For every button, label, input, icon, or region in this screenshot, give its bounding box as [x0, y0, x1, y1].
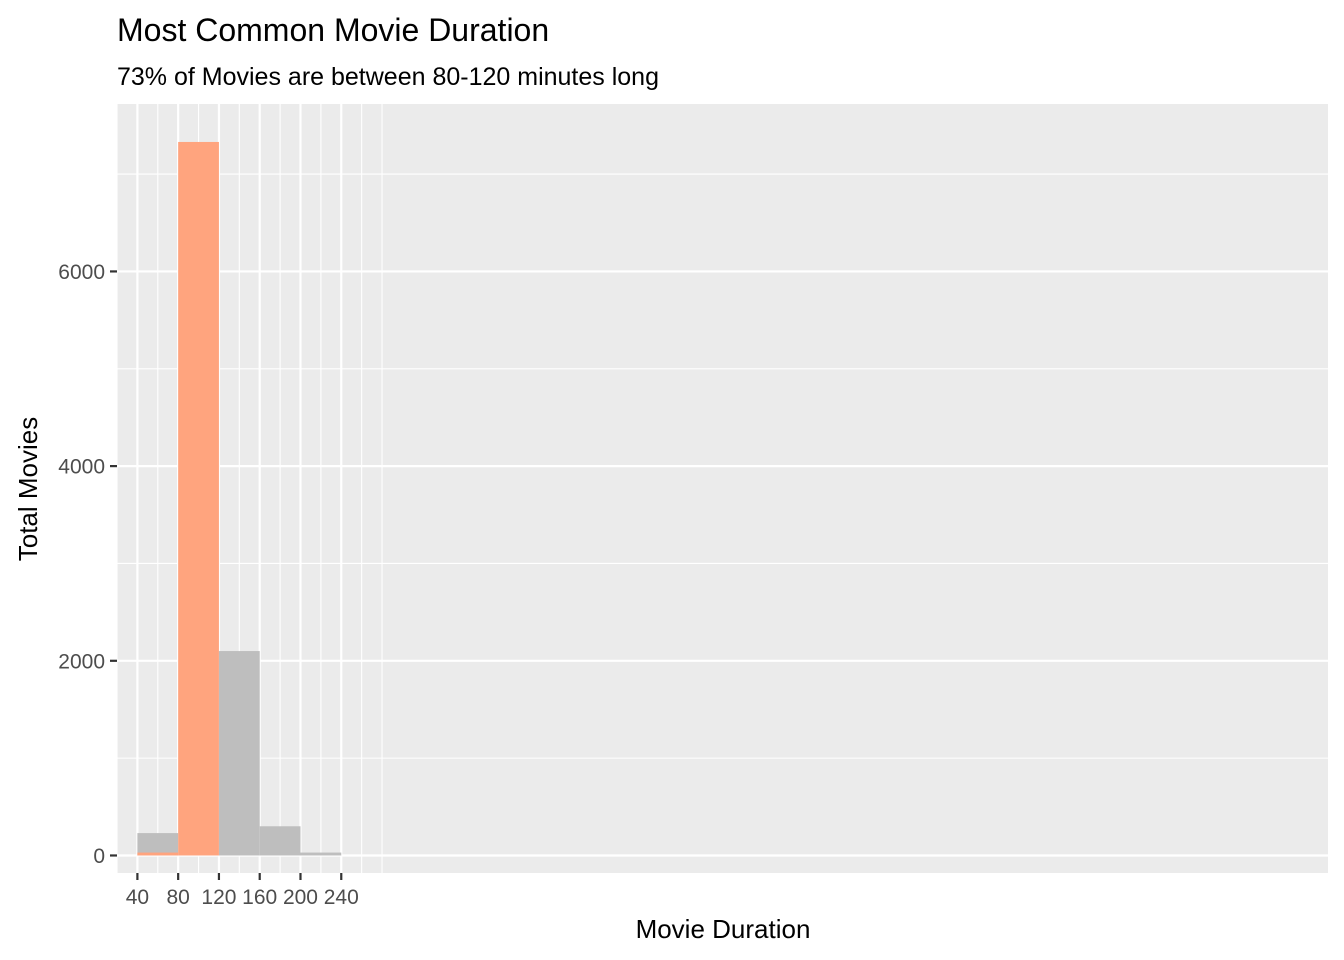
y-tick-label: 6000 [58, 261, 105, 284]
histogram-bar [137, 852, 179, 856]
tick-labels: 40 80 120 160 200 240 0 2000 4000 6000 [58, 261, 359, 909]
axis-ticks [110, 270, 343, 880]
histogram-bar [300, 852, 342, 856]
panel-background [117, 104, 1328, 873]
x-tick-label: 120 [201, 886, 236, 909]
chart-title: Most Common Movie Duration [117, 12, 549, 48]
histogram-bar [218, 651, 260, 856]
histogram-bar [137, 833, 179, 856]
y-tick-label: 0 [93, 845, 105, 868]
x-axis-label: Movie Duration [636, 914, 811, 944]
x-tick-label: 200 [283, 886, 318, 909]
chart-subtitle: 73% of Movies are between 80-120 minutes… [117, 63, 659, 91]
y-tick-label: 4000 [58, 456, 105, 479]
x-tick-label: 40 [126, 886, 149, 909]
x-tick-label: 80 [166, 886, 189, 909]
y-axis-label: Total Movies [13, 417, 43, 562]
x-tick-label: 240 [324, 886, 359, 909]
x-tick-label: 160 [242, 886, 277, 909]
histogram-bar [259, 826, 301, 856]
histogram-bars [137, 141, 342, 856]
histogram-bar [178, 141, 219, 856]
y-tick-label: 2000 [58, 650, 105, 673]
